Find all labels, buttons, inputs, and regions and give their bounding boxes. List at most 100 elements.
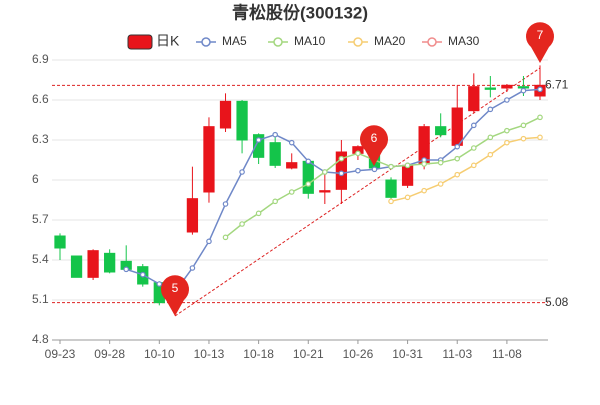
ref-label: 6.71 [545,78,569,92]
legend-marker [353,37,363,47]
ma-point [322,169,328,175]
legend-label: 日K [156,33,180,49]
candle-body [484,87,496,90]
candle-body [54,235,66,249]
ma-point [371,166,378,173]
ma-point [487,106,494,113]
candle-body [385,179,397,198]
ma-point [239,169,245,175]
y-tick-label: 5.4 [32,252,49,266]
x-tick-label: 10-21 [293,347,324,361]
candle-body [70,255,83,278]
marker-pin [360,125,388,166]
ma-point [388,198,394,205]
ma-point [139,271,146,278]
y-tick-label: 5.7 [32,212,49,226]
legend: 日K MA5 MA10 MA20 MA30 [127,33,480,50]
candle-body [451,107,463,146]
ma-point [288,189,295,195]
ma-point [454,155,461,162]
candle-body [269,142,281,166]
ma-point [388,163,394,170]
y-tick-label: 6.9 [32,52,49,66]
ma-point [272,198,278,205]
ma-point [437,159,444,166]
x-tick-label: 11-08 [492,347,522,361]
legend-label: MA10 [294,34,326,48]
x-tick-label: 10-18 [243,347,274,361]
legend-label: MA20 [374,34,406,48]
ma-point [487,151,494,158]
ma-point [487,134,494,141]
ma-point [520,122,527,129]
ma-point [355,167,361,174]
ma-point [404,194,411,201]
marker-label: 6 [371,131,378,145]
ma-point [421,187,427,194]
candle-body [104,252,116,273]
x-tick-label: 09-23 [45,347,76,361]
legend-marker [201,37,211,47]
ma-point [504,127,510,134]
ma-point [421,161,427,167]
ma-point [272,131,278,138]
ma-point [454,143,461,150]
ma-point [520,135,527,142]
ref-label: 5.08 [545,295,569,309]
legend-label: MA5 [222,34,247,48]
candle-body [203,126,215,193]
ma-point [504,139,510,146]
ma-line [390,136,541,203]
ma-point [504,97,510,103]
ma-point [189,265,196,271]
ma-point [537,86,543,93]
legend-label: MA30 [448,34,480,48]
ma-point [537,134,543,141]
candle-body [501,84,513,89]
y-tick-label: 6 [32,172,39,186]
ma-point [305,181,312,187]
candle-body [219,100,232,129]
x-tick-label: 11-03 [442,347,472,361]
ma-point [288,139,295,146]
ma-point [454,171,461,178]
ma-point [470,122,477,129]
x-tick-label: 10-31 [392,347,423,361]
legend-marker [427,37,437,47]
ma-point [355,150,361,157]
ma-point [338,155,345,162]
ma-point [255,137,262,143]
y-tick-label: 4.8 [32,332,49,346]
candle-body [302,160,314,194]
ma-point [404,162,411,169]
ma-point [123,266,130,273]
candle-body [435,126,447,136]
ma-point [437,181,444,187]
candle-body [401,164,414,186]
ma-point [537,114,543,121]
ma-point [520,87,527,94]
ma-point [206,238,212,245]
ma-point [156,281,163,287]
candle-body [286,162,298,169]
candle-body [517,86,530,89]
candle-body [87,250,99,278]
y-tick-label: 6.6 [32,92,49,106]
x-tick-label: 10-26 [343,347,374,361]
x-tick-label: 09-28 [94,347,125,361]
x-tick-label: 10-13 [194,347,225,361]
y-tick-label: 6.3 [32,132,49,146]
candle-body [186,198,199,233]
candle-body [319,190,331,193]
x-tick-label: 10-10 [144,347,175,361]
ma-point [222,201,229,207]
ma-line [225,116,541,238]
legend-marker [273,37,283,47]
ma-point [255,210,262,217]
ma-point [470,145,477,151]
y-tick-label: 5.1 [32,292,49,306]
ma-point [305,158,312,165]
ma-line [125,88,541,292]
marker-label: 5 [172,281,179,295]
